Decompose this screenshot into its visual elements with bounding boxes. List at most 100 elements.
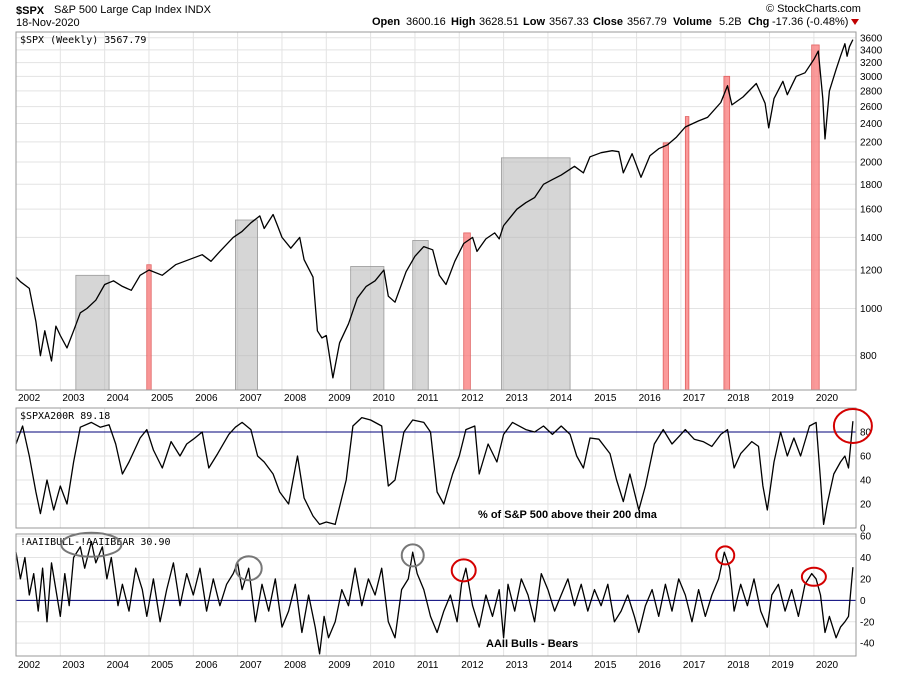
- series-line: [15, 416, 854, 526]
- highlight-circle: [60, 531, 123, 558]
- x-tick-label-upper: 2002: [18, 393, 41, 404]
- panel-2: 0 20 40 60 80 $SPXA200R 89.18 % of S&P 500 abo…: [15, 407, 872, 535]
- y-tick-label: 2000: [860, 158, 883, 169]
- low-label: Low: [523, 16, 545, 28]
- down-arrow-icon: [851, 19, 859, 25]
- y-tick-label: 1600: [860, 205, 883, 216]
- low-value: 3567.33: [549, 16, 589, 28]
- x-tick-label: 2016: [639, 660, 662, 671]
- panel-3: -40 -20 0 20 40 60 !AAIIBULL-!AAIIBEAR 30.90 AA…: [15, 532, 875, 657]
- y-tick-label: 2600: [860, 102, 883, 113]
- x-tick-label-upper: 2011: [417, 393, 439, 404]
- highlight-circle: [400, 543, 425, 568]
- y-tick-label: 80: [860, 428, 872, 439]
- x-tick-label-upper: 2020: [816, 393, 839, 404]
- highlight-circle: [832, 408, 873, 444]
- y-tick-label: 3200: [860, 58, 883, 69]
- x-tick-label-upper: 2010: [373, 393, 396, 404]
- gray-highlight-band: [75, 274, 110, 391]
- x-tick-label: 2012: [461, 660, 484, 671]
- x-tick-label: 2007: [240, 660, 263, 671]
- red-highlight-band: [662, 142, 669, 391]
- security-name: S&P 500 Large Cap Index INDX: [54, 4, 212, 16]
- y-tick-label: 800: [860, 351, 877, 362]
- y-tick-label: 60: [860, 532, 872, 543]
- x-tick-label-upper: 2015: [594, 393, 617, 404]
- y-tick-label: 20: [860, 574, 872, 585]
- red-highlight-band: [463, 232, 471, 391]
- gray-highlight-band: [500, 157, 571, 391]
- chart-layer: 8001000120014001600180020002200240026002…: [15, 31, 883, 671]
- change-value: -17.36 (-0.48%): [772, 16, 848, 28]
- change-label: Chg: [748, 16, 769, 28]
- y-tick-label: -40: [860, 639, 875, 650]
- x-tick-label: 2003: [62, 660, 85, 671]
- y-tick-label: 1400: [860, 233, 883, 244]
- y-tick-label: 40: [860, 476, 872, 487]
- x-tick-label: 2019: [772, 660, 795, 671]
- open-value: 3600.16: [406, 16, 446, 28]
- x-tick-label-upper: 2016: [639, 393, 662, 404]
- y-tick-label: 3600: [860, 33, 883, 44]
- x-tick-label-upper: 2004: [107, 393, 130, 404]
- y-tick-label: 2200: [860, 137, 883, 148]
- highlight-circle: [450, 558, 477, 583]
- x-tick-label-upper: 2008: [284, 393, 307, 404]
- series-line: [15, 540, 854, 655]
- x-tick-label: 2009: [328, 660, 351, 671]
- red-highlight-band: [723, 75, 731, 391]
- highlight-circle: [715, 545, 736, 566]
- y-tick-label: 40: [860, 553, 872, 564]
- x-tick-label-upper: 2009: [328, 393, 351, 404]
- red-highlight-band: [684, 116, 690, 391]
- panel-annotation: AAII Bulls - Bears: [486, 638, 578, 650]
- x-tick-label: 2013: [506, 660, 529, 671]
- x-tick-label: 2002: [18, 660, 41, 671]
- volume-label: Volume: [673, 16, 712, 28]
- red-highlight-band: [146, 264, 152, 391]
- highlight-circle: [234, 555, 263, 582]
- high-value: 3628.51: [479, 16, 519, 28]
- red-highlight-band: [811, 44, 820, 391]
- y-tick-label: 3400: [860, 45, 883, 56]
- x-tick-label: 2005: [151, 660, 174, 671]
- x-tick-label: 2008: [284, 660, 307, 671]
- panel-1: 800 1000 1200 1400 1600 1800 2000 2200 2400 2600 2…: [15, 31, 883, 391]
- x-tick-label: 2011: [417, 660, 439, 671]
- y-tick-label: -20: [860, 617, 875, 628]
- high-label: High: [451, 16, 476, 28]
- close-label: Close: [593, 16, 623, 28]
- close-value: 3567.79: [627, 16, 667, 28]
- x-tick-label: 2006: [195, 660, 218, 671]
- x-tick-label: 2010: [373, 660, 396, 671]
- gray-highlight-band: [235, 219, 258, 391]
- y-tick-label: 2400: [860, 119, 883, 130]
- y-tick-label: 3000: [860, 72, 883, 83]
- y-tick-label: 0: [860, 596, 866, 607]
- y-tick-label: 1000: [860, 304, 883, 315]
- panel-title: !AAIIBULL-!AAIIBEAR 30.90: [20, 537, 171, 548]
- x-tick-label-upper: 2018: [727, 393, 750, 404]
- x-tick-label-upper: 2013: [506, 393, 529, 404]
- x-tick-label-upper: 2007: [240, 393, 263, 404]
- gray-highlight-band: [350, 266, 385, 391]
- open-label: Open: [372, 16, 400, 28]
- quote-date: 18-Nov-2020: [16, 17, 80, 29]
- series-line: [15, 39, 854, 379]
- watermark: © StockCharts.com: [766, 3, 861, 15]
- x-tick-label: 2004: [107, 660, 130, 671]
- y-tick-label: 20: [860, 500, 872, 511]
- x-tick-label-upper: 2006: [195, 393, 218, 404]
- panel-annotation: % of S&P 500 above their 200 dma: [478, 509, 658, 521]
- volume-value: 5.2B: [719, 16, 742, 28]
- x-tick-label-upper: 2014: [550, 393, 573, 404]
- panel-frame: [15, 533, 857, 657]
- x-tick-label: 2014: [550, 660, 573, 671]
- x-tick-label-upper: 2017: [683, 393, 706, 404]
- x-tick-label: 2015: [594, 660, 617, 671]
- panel-frame: [15, 407, 857, 529]
- y-tick-label: 1200: [860, 265, 883, 276]
- x-tick-label-upper: 2003: [62, 393, 85, 404]
